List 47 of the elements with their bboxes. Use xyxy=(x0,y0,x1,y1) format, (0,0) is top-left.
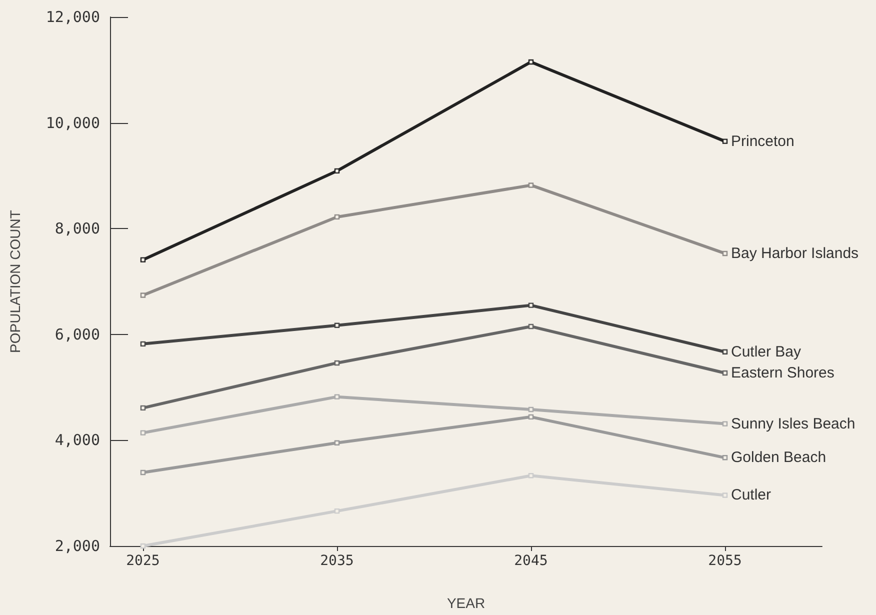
point xyxy=(528,414,534,420)
point xyxy=(528,473,534,478)
series-label: Eastern Shores xyxy=(730,364,834,382)
point xyxy=(140,341,146,347)
point xyxy=(334,214,340,220)
point xyxy=(334,440,340,446)
point xyxy=(140,470,146,476)
x-axis-title: YEAR xyxy=(446,595,486,611)
point xyxy=(528,406,534,412)
y-tick-label: 2,000 xyxy=(54,537,100,555)
point xyxy=(140,257,146,262)
series-label: Cutler Bay xyxy=(730,343,802,360)
x-tick-label: 2045 xyxy=(514,553,548,569)
point xyxy=(528,182,534,188)
y-tick-label: 8,000 xyxy=(54,220,100,238)
y-axis-title: POPULATION COUNT xyxy=(7,210,23,353)
x-tick-label: 2055 xyxy=(708,553,742,569)
point xyxy=(722,349,728,354)
y-tick-label: 12,000 xyxy=(46,8,100,26)
point xyxy=(140,430,146,436)
x-tick-label: 2035 xyxy=(320,553,354,569)
point xyxy=(528,302,534,308)
point xyxy=(722,421,728,426)
point xyxy=(140,543,146,549)
y-tick-label: 4,000 xyxy=(54,431,100,450)
point xyxy=(334,168,340,174)
point xyxy=(334,394,340,400)
point xyxy=(528,59,534,65)
series-label: Golden Beach xyxy=(730,449,826,466)
series-label: Princeton xyxy=(730,132,794,150)
point xyxy=(140,405,146,411)
point xyxy=(722,250,728,256)
series-label: Bay Harbor Islands xyxy=(730,244,859,262)
series-label: Cutler xyxy=(730,486,772,504)
y-tick-label: 10,000 xyxy=(46,114,100,132)
point xyxy=(334,322,340,328)
point xyxy=(140,292,146,298)
point xyxy=(334,360,340,366)
point xyxy=(528,324,534,330)
y-tick-label: 6,000 xyxy=(54,325,100,344)
point xyxy=(334,508,340,514)
point xyxy=(722,370,728,376)
point xyxy=(722,492,728,498)
point xyxy=(722,138,728,144)
series-label: Sunny Isles Beach xyxy=(730,415,856,432)
point xyxy=(722,455,728,460)
x-tick-label: 2025 xyxy=(126,553,160,569)
